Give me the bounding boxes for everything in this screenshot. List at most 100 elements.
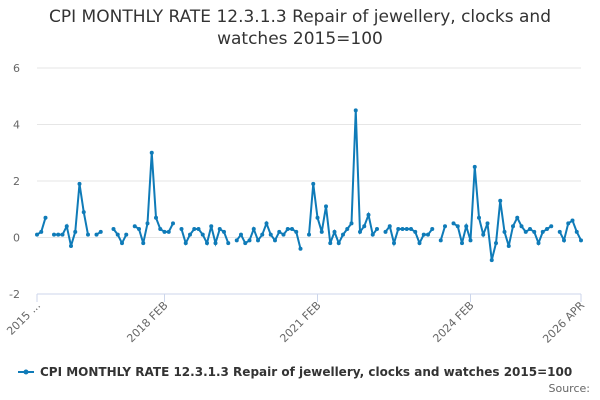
data-point <box>481 232 486 237</box>
x-tick-label: 2024 FEB <box>430 299 476 345</box>
data-point <box>540 229 545 234</box>
legend-label: CPI MONTHLY RATE 12.3.1.3 Repair of jewe… <box>40 365 572 379</box>
data-point <box>358 229 362 234</box>
data-point <box>328 241 333 246</box>
data-point <box>506 243 511 248</box>
data-point <box>188 232 192 237</box>
data-point <box>124 232 129 237</box>
data-point <box>183 241 188 246</box>
data-point <box>260 232 265 237</box>
data-point <box>196 227 201 232</box>
data-point <box>438 238 443 243</box>
data-point <box>579 238 583 243</box>
data-point <box>426 232 430 237</box>
data-point <box>179 227 184 232</box>
legend-marker <box>23 369 29 375</box>
chart-title: CPI MONTHLY RATE 12.3.1.3 Repair of jewe… <box>49 7 551 49</box>
data-point <box>532 229 537 234</box>
data-point <box>485 221 490 226</box>
data-point <box>472 164 477 169</box>
data-point <box>383 229 388 234</box>
data-point <box>234 238 239 243</box>
data-point <box>115 232 120 237</box>
data-point <box>515 215 520 220</box>
data-point <box>566 221 571 226</box>
x-tick-label: 2026 APR <box>540 299 587 346</box>
data-point <box>430 227 435 232</box>
data-point <box>192 227 197 232</box>
data-point <box>281 232 286 237</box>
data-point <box>64 224 69 229</box>
data-point <box>268 232 273 237</box>
data-point <box>387 224 392 229</box>
data-point <box>217 227 222 232</box>
data-point <box>421 232 426 237</box>
data-point <box>251 227 256 232</box>
data-point <box>455 224 460 229</box>
data-point <box>77 181 82 186</box>
data-point <box>264 221 269 226</box>
data-point <box>137 227 141 232</box>
data-point <box>209 224 214 229</box>
data-point <box>375 227 379 232</box>
y-tick-label: -2 <box>9 288 20 301</box>
data-point <box>298 246 303 251</box>
data-point <box>145 221 150 226</box>
data-point <box>69 243 73 248</box>
data-point <box>171 221 175 226</box>
data-point <box>370 232 375 237</box>
data-point <box>285 227 290 232</box>
x-tick-label: 2015 ... <box>4 299 43 338</box>
data-point <box>511 224 515 229</box>
data-point <box>345 227 350 232</box>
data-point <box>73 229 78 234</box>
data-point <box>341 232 345 237</box>
data-point <box>528 227 532 232</box>
data-point <box>498 198 503 203</box>
data-point <box>570 218 575 223</box>
y-tick-label: 0 <box>13 232 20 245</box>
data-point <box>52 232 56 237</box>
data-point <box>239 232 243 237</box>
data-point <box>213 241 218 246</box>
data-point <box>39 229 44 234</box>
data-point <box>205 241 209 246</box>
data-point <box>166 229 171 234</box>
data-point <box>158 227 163 232</box>
data-point <box>120 241 124 246</box>
data-point <box>545 227 549 232</box>
data-point <box>35 232 39 237</box>
data-point <box>494 241 498 246</box>
data-point <box>404 227 409 232</box>
data-point <box>362 224 367 229</box>
data-point <box>519 224 524 229</box>
data-point <box>247 238 252 243</box>
data-point <box>451 221 456 226</box>
data-point <box>409 227 413 232</box>
data-point <box>60 232 65 237</box>
data-point <box>290 227 294 232</box>
data-point <box>336 241 341 246</box>
data-point <box>311 181 316 186</box>
x-tick-label: 2018 FEB <box>124 299 170 345</box>
data-point <box>307 232 311 237</box>
data-point <box>200 232 205 237</box>
data-point <box>468 238 473 243</box>
data-point <box>149 150 154 155</box>
data-point <box>557 229 562 234</box>
data-point <box>43 215 48 220</box>
data-point <box>94 232 99 237</box>
source-label: Source: <box>549 382 591 395</box>
data-point <box>222 229 226 234</box>
data-point <box>536 241 541 246</box>
y-tick-label: 2 <box>13 175 20 188</box>
data-point <box>162 229 167 234</box>
data-point <box>549 224 554 229</box>
data-point <box>392 241 396 246</box>
data-point <box>400 227 405 232</box>
data-point <box>502 229 507 234</box>
data-point <box>294 229 299 234</box>
data-point <box>319 229 324 234</box>
data-point <box>86 232 90 237</box>
